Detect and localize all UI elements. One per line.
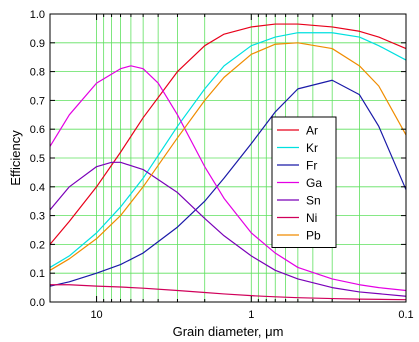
series-line-kr [49, 32, 407, 268]
x-axis-title: Grain diameter, μm [173, 324, 284, 339]
y-tick-label: 0.7 [30, 95, 45, 107]
legend-label-kr: Kr [306, 141, 318, 155]
axis-ticks: 0.0 0.1 0.2 0.3 0.4 0.5 0.6 0.7 0.8 0.9 1.0 10 1 0.1 [30, 9, 414, 321]
legend: Ar Kr Fr Ga Sn Ni Pb [271, 116, 337, 248]
series-line-ga [49, 65, 407, 292]
legend-label-fr: Fr [306, 159, 317, 173]
y-tick-label: 0.8 [30, 67, 45, 79]
y-tick-label: 0.4 [30, 182, 45, 194]
y-axis-title: Efficiency [8, 130, 23, 186]
x-tick-label: 1 [248, 309, 254, 321]
legend-label-ga: Ga [306, 176, 322, 190]
y-tick-label: 0.2 [30, 239, 45, 251]
legend-label-pb: Pb [306, 229, 321, 243]
y-tick-label: 0.3 [30, 211, 45, 223]
series-line-fr [49, 79, 407, 287]
legend-label-ni: Ni [306, 211, 317, 225]
series-line-ar [49, 23, 407, 245]
y-tick-label: 0.9 [30, 38, 45, 50]
legend-label-ar: Ar [306, 124, 318, 138]
y-tick-label: 0.5 [30, 153, 45, 165]
series-line-pb [49, 42, 407, 271]
x-tick-label: 10 [90, 309, 102, 321]
legend-label-sn: Sn [306, 194, 321, 208]
y-tick-label: 0.1 [30, 268, 45, 280]
y-tick-label: 1.0 [30, 9, 45, 21]
series-line-ni [50, 284, 407, 301]
y-tick-label: 0.0 [30, 297, 45, 309]
x-tick-label: 0.1 [398, 309, 413, 321]
series-line-sn [49, 161, 407, 297]
y-tick-label: 0.6 [30, 124, 45, 136]
series-lines [49, 23, 407, 301]
